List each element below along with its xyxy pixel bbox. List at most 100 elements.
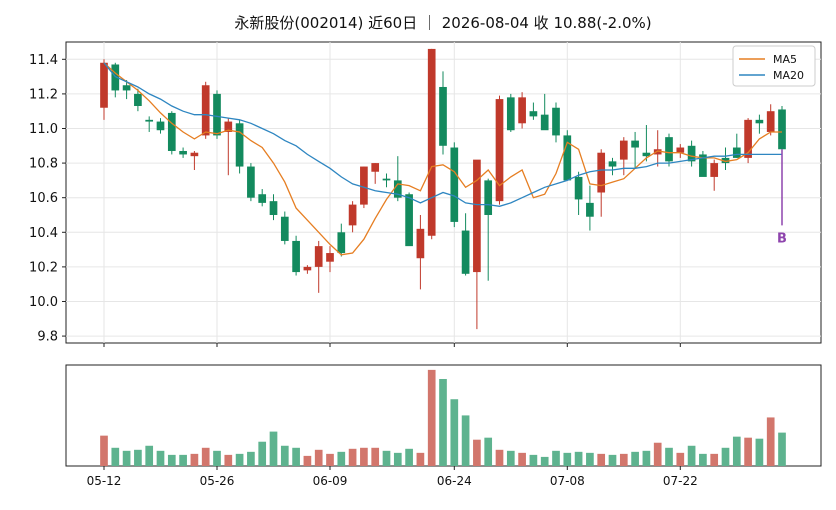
volume-bar bbox=[732, 436, 741, 466]
candle-body bbox=[699, 154, 707, 177]
volume-bar bbox=[766, 417, 775, 466]
volume-bar bbox=[405, 448, 413, 466]
volume-bar bbox=[190, 453, 199, 466]
candle-body bbox=[179, 150, 187, 155]
candle-body bbox=[461, 230, 470, 274]
candle-body bbox=[258, 194, 267, 203]
candle-body bbox=[360, 166, 368, 205]
volume-bar bbox=[699, 453, 707, 466]
candle-body bbox=[405, 194, 413, 247]
volume-bar bbox=[586, 452, 594, 466]
volume-bar bbox=[461, 415, 470, 466]
candle-body bbox=[755, 119, 764, 124]
volume-bar bbox=[235, 453, 244, 466]
volume-bars bbox=[100, 369, 786, 466]
volume-bar bbox=[552, 450, 560, 466]
candle-body bbox=[439, 86, 447, 146]
candle-body bbox=[247, 166, 255, 198]
candle-body bbox=[710, 163, 719, 177]
candle-body bbox=[552, 107, 560, 136]
candle-body bbox=[269, 201, 278, 215]
candle-body bbox=[167, 112, 176, 151]
candle-body bbox=[326, 253, 334, 262]
volume-bar bbox=[416, 452, 425, 466]
candle-body bbox=[416, 228, 425, 259]
candle-body bbox=[484, 180, 493, 215]
volume-bar bbox=[778, 432, 786, 466]
volume-bar bbox=[393, 452, 402, 466]
legend-label: MA5 bbox=[773, 53, 797, 66]
y-tick-label: 10.2 bbox=[29, 260, 58, 275]
candle-body bbox=[766, 111, 775, 132]
candle-body bbox=[642, 152, 651, 157]
volume-bar bbox=[529, 454, 538, 466]
candle-body bbox=[134, 93, 142, 107]
candle-body bbox=[529, 111, 538, 117]
volume-bar bbox=[134, 449, 142, 466]
volume-bar bbox=[619, 453, 628, 466]
y-tick-label: 10.6 bbox=[29, 191, 58, 206]
volume-bar bbox=[450, 399, 459, 466]
x-tick-label: 06-09 bbox=[313, 474, 348, 488]
candle-body bbox=[303, 266, 312, 271]
volume-bar bbox=[676, 452, 685, 466]
volume-bar bbox=[326, 453, 334, 466]
candle-body bbox=[608, 161, 617, 167]
candle-body bbox=[732, 147, 741, 158]
volume-bar bbox=[574, 451, 583, 466]
volume-bar bbox=[201, 447, 210, 466]
candle-body bbox=[518, 97, 526, 124]
x-tick-label: 06-24 bbox=[437, 474, 472, 488]
volume-bar bbox=[337, 451, 346, 466]
volume-bar bbox=[348, 448, 357, 466]
candle-body bbox=[574, 176, 583, 200]
volume-bar bbox=[744, 437, 752, 466]
legend-label: MA20 bbox=[773, 69, 804, 82]
volume-bar bbox=[269, 431, 278, 466]
y-tick-label: 10.4 bbox=[29, 226, 58, 241]
candle-body bbox=[292, 240, 300, 273]
volume-bar bbox=[258, 441, 267, 466]
volume-bar bbox=[303, 455, 312, 466]
volume-bar bbox=[314, 449, 323, 466]
candle-body bbox=[744, 119, 752, 158]
candle-body bbox=[563, 135, 572, 181]
volume-bar bbox=[473, 439, 481, 466]
candle-body bbox=[337, 232, 346, 254]
y-tick-label: 11.4 bbox=[29, 53, 58, 68]
ma-line-ma5 bbox=[103, 62, 782, 256]
volume-bar bbox=[631, 451, 639, 466]
candle-body bbox=[280, 216, 289, 241]
candle-body bbox=[676, 147, 685, 153]
buy-marker: B bbox=[777, 149, 787, 246]
y-tick-label: 10.8 bbox=[29, 157, 58, 172]
y-tick-label: 11.0 bbox=[29, 122, 58, 137]
marker-label: B bbox=[777, 231, 787, 246]
volume-bar bbox=[213, 450, 221, 466]
volume-bar bbox=[597, 453, 606, 466]
volume-bar bbox=[642, 450, 651, 466]
candle-body bbox=[393, 180, 402, 198]
candle-body bbox=[597, 152, 606, 193]
candle-body bbox=[665, 137, 673, 162]
x-tick-label: 05-12 bbox=[87, 474, 122, 488]
volume-bar bbox=[167, 454, 176, 466]
volume-bar bbox=[122, 450, 131, 466]
y-tick-label: 10.0 bbox=[29, 295, 58, 310]
volume-bar bbox=[280, 445, 289, 466]
volume-bar bbox=[247, 451, 255, 466]
volume-bar bbox=[484, 437, 493, 466]
volume-bar bbox=[371, 447, 380, 466]
candle-body bbox=[111, 64, 120, 91]
volume-bar bbox=[427, 369, 436, 466]
volume-bar bbox=[360, 447, 368, 466]
candle-body bbox=[235, 123, 244, 167]
volume-bar bbox=[100, 435, 108, 466]
volume-bar bbox=[540, 456, 549, 466]
candle-body bbox=[586, 202, 594, 217]
volume-bar bbox=[495, 449, 504, 466]
legend-box bbox=[732, 45, 816, 87]
volume-bar bbox=[111, 447, 120, 466]
candle-body bbox=[687, 145, 696, 162]
